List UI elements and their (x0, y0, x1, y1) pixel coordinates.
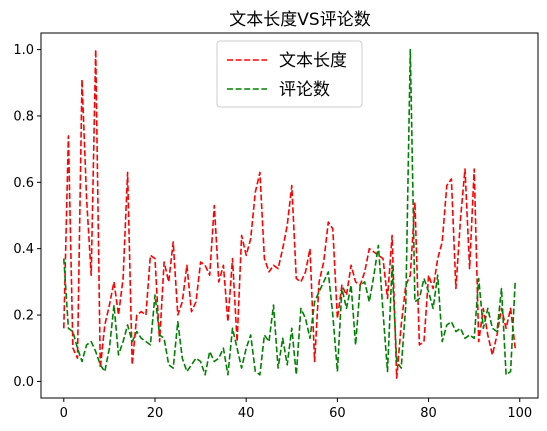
x-tick-label: 40 (238, 406, 255, 421)
legend-label-2: 评论数 (279, 80, 330, 100)
y-tick-label: 0.4 (13, 242, 34, 257)
y-tick-label: 0.2 (13, 309, 34, 324)
y-tick-label: 0.0 (13, 375, 34, 390)
series-line-2 (63, 48, 516, 376)
axes: 0 20 40 60 80 100 0.0 0.2 0.4 0.6 0.8 1.0 (13, 32, 539, 421)
plot-lines (63, 48, 516, 379)
y-tick-label: 1.0 (13, 43, 34, 58)
legend-box (216, 40, 363, 108)
x-tick-label: 20 (147, 406, 164, 421)
plot-frame (40, 32, 539, 399)
y-tick-label: 0.8 (13, 109, 34, 124)
chart-title: 文本长度VS评论数 (229, 10, 370, 30)
x-tick-label: 100 (507, 406, 532, 421)
x-tick-label: 0 (60, 406, 68, 421)
series-line-1 (63, 48, 516, 379)
x-tick-label: 80 (420, 406, 437, 421)
x-tick-label: 60 (329, 406, 346, 421)
y-tick-label: 0.6 (13, 176, 34, 191)
legend-label-1: 文本长度 (279, 51, 347, 71)
